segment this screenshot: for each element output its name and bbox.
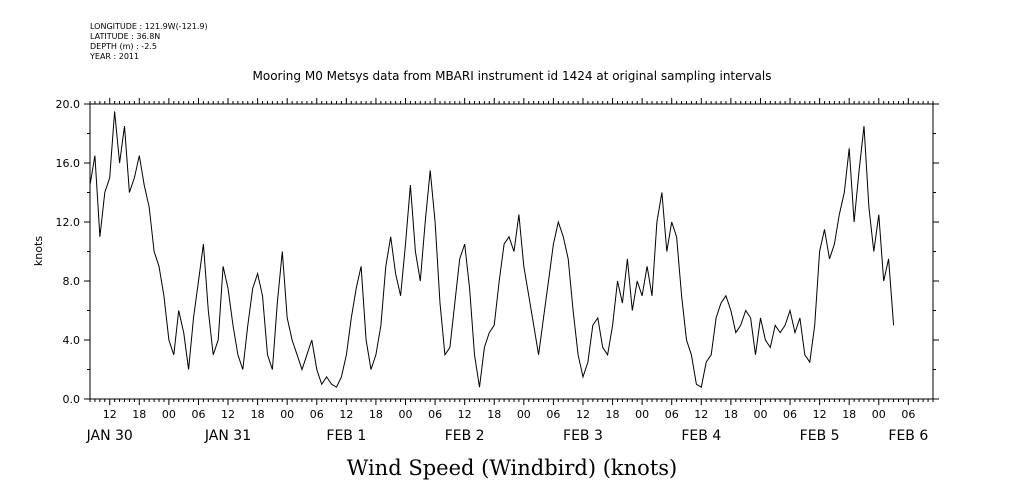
series-group: [89, 111, 895, 388]
meta-longitude: LONGITUDE : 121.9W(-121.9): [90, 22, 208, 31]
x-hour-label: 06: [191, 408, 205, 421]
x-hour-label: 18: [132, 408, 146, 421]
x-hour-label: 12: [694, 408, 708, 421]
x-hour-label: 06: [901, 408, 915, 421]
y-tick-label: 8.0: [63, 275, 81, 288]
metadata-block: LONGITUDE : 121.9W(-121.9) LATITUDE : 36…: [89, 22, 208, 61]
x-hour-label: 12: [339, 408, 353, 421]
x-hour-label: 06: [546, 408, 560, 421]
wind-speed-series-line: [89, 111, 895, 388]
x-hour-label: 18: [842, 408, 856, 421]
y-axis: 0.0 4.0 8.0 12.0 16.0 20.0: [56, 98, 939, 406]
x-hour-label: 06: [665, 408, 679, 421]
x-hour-label: 06: [310, 408, 324, 421]
x-hour-label: 12: [576, 408, 590, 421]
x-day-label: FEB 3: [563, 428, 603, 444]
x-hour-label: 06: [783, 408, 797, 421]
x-hour-label: 06: [428, 408, 442, 421]
y-tick-label: 20.0: [56, 98, 81, 111]
chart-title: Mooring M0 Metsys data from MBARI instru…: [253, 69, 772, 83]
x-day-label: FEB 2: [445, 428, 485, 444]
x-hour-label: 12: [103, 408, 117, 421]
x-hour-label: 12: [458, 408, 472, 421]
y-axis-label: knots: [32, 236, 45, 266]
x-hour-label: 18: [606, 408, 620, 421]
x-day-label: FEB 5: [800, 428, 840, 444]
x-day-label: FEB 1: [326, 428, 366, 444]
y-tick-label: 4.0: [63, 334, 81, 347]
x-hour-label: 18: [251, 408, 265, 421]
x-axis-label: Wind Speed (Windbird) (knots): [347, 456, 677, 480]
x-hour-label: 00: [872, 408, 886, 421]
y-tick-label: 12.0: [56, 216, 81, 229]
x-hour-label: 00: [162, 408, 176, 421]
meta-depth: DEPTH (m) : -2.5: [90, 42, 157, 51]
x-hour-label: 18: [487, 408, 501, 421]
x-day-label: JAN 30: [86, 428, 133, 444]
x-hour-label: 00: [280, 408, 294, 421]
x-hour-label: 00: [635, 408, 649, 421]
x-hour-label: 18: [369, 408, 383, 421]
meta-year: YEAR : 2011: [89, 52, 139, 61]
x-hour-label: 00: [399, 408, 413, 421]
x-hour-label: 12: [221, 408, 235, 421]
x-hour-label: 00: [753, 408, 767, 421]
meta-latitude: LATITUDE : 36.8N: [90, 32, 160, 41]
plot-frame: [89, 103, 934, 400]
x-day-label: JAN 31: [204, 428, 251, 444]
x-hour-label: 12: [813, 408, 827, 421]
x-hour-label: 18: [724, 408, 738, 421]
x-day-label: FEB 6: [888, 428, 928, 444]
x-hour-label: 00: [517, 408, 531, 421]
x-day-label: FEB 4: [681, 428, 721, 444]
x-axis: 12 18 00 06 12 18 00 06 12 18 00 06 12 18 00 06 12 18 00 06…: [86, 98, 934, 444]
y-tick-label: 0.0: [63, 393, 81, 406]
y-tick-label: 16.0: [56, 157, 81, 170]
